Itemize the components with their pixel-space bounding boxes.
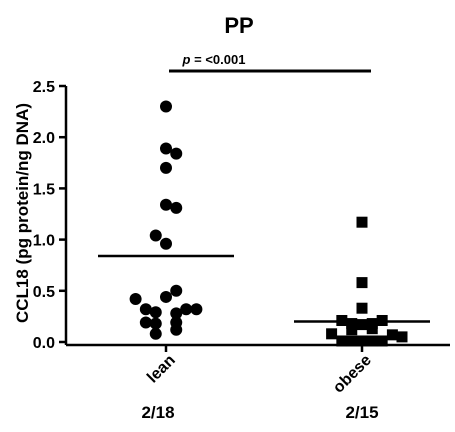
data-point-lean [190,303,203,316]
p-value: = <0.001 [191,52,246,67]
x-tick-label-obese: obese [330,352,375,397]
data-point-lean [160,237,172,250]
data-point-lean [139,303,152,316]
data-point-obese [376,314,388,326]
data-point-obese [346,324,358,336]
count-label-obese: 2/15 [345,403,378,422]
data-point-lean [160,290,172,303]
data-point-obese [346,335,358,347]
data-point-obese [346,318,358,330]
p-symbol: p [182,52,191,67]
y-axis-title: CCL18 (pg protein/ng DNA) [13,103,32,323]
y-tick-label: 0.0 [33,335,55,352]
count-label-lean: 2/18 [141,403,174,422]
data-point-obese [366,323,378,335]
y-tick-label: 1.5 [33,181,55,198]
data-point-lean [149,317,162,330]
data-point-obese [356,216,368,228]
significance-label: p = <0.001 [182,52,246,67]
x-tick-label-lean: lean [144,352,179,387]
data-point-obese [386,329,398,341]
data-point-obese [336,314,348,326]
data-point-lean [149,327,162,340]
y-tick-label: 0.5 [33,284,55,301]
y-tick-label: 1.0 [33,233,55,250]
data-point-lean [139,316,152,329]
data-point-obese [326,328,338,340]
x-ticks: lean obese [144,345,375,397]
data-point-lean [160,198,172,211]
data-point-lean [170,147,183,160]
data-point-obese [336,335,348,347]
data-point-lean [160,161,172,174]
data-point-obese [356,277,368,289]
data-point-lean [170,307,183,320]
data-point-lean [170,201,183,214]
y-ticks: 0.0 0.5 1.0 1.5 2.0 2.5 [33,79,66,352]
data-point-obese [376,335,388,347]
chart-title: PP [224,13,253,38]
data-point-obese [356,335,368,347]
data-points [129,100,408,347]
y-tick-label: 2.0 [33,130,55,147]
data-point-obese [396,331,408,343]
data-point-obese [366,335,378,347]
data-point-obese [356,302,368,314]
data-point-lean [170,323,183,336]
data-point-lean [149,229,162,242]
data-point-lean [180,303,193,316]
data-point-lean [170,284,183,297]
data-point-lean [149,306,162,319]
data-point-obese [356,319,368,331]
y-tick-label: 2.5 [33,79,55,96]
data-point-lean [129,292,142,305]
data-point-lean [160,100,172,113]
data-point-lean [160,142,172,155]
